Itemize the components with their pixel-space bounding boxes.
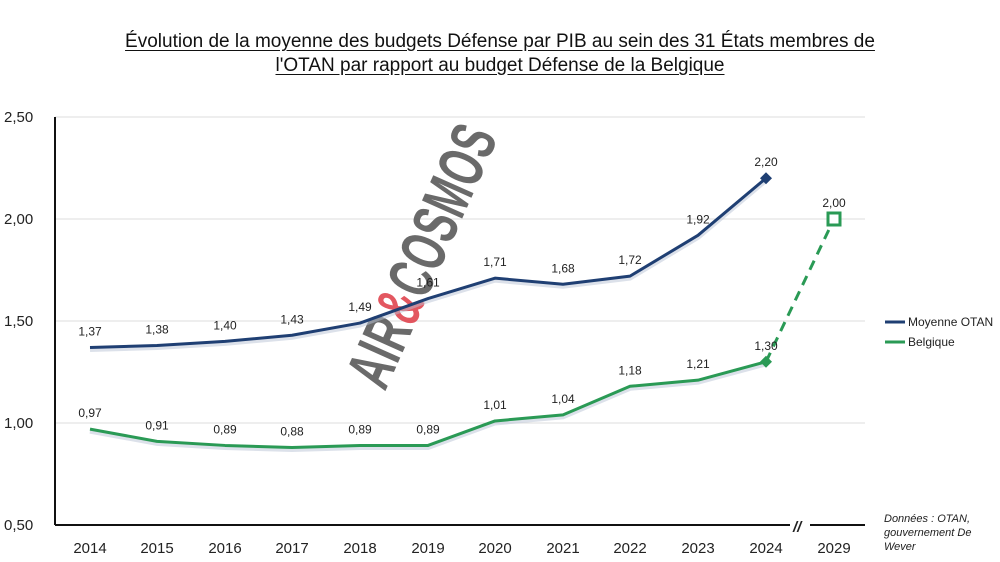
data-label: 1,40 xyxy=(213,318,237,332)
data-label: 0,88 xyxy=(280,424,304,438)
data-label: 0,89 xyxy=(213,422,237,436)
data-label: 1,04 xyxy=(551,392,575,406)
data-label: 1,18 xyxy=(618,363,642,377)
series-line-shadow xyxy=(89,361,767,452)
data-label: 2,20 xyxy=(754,155,778,169)
x-tick-label: 2016 xyxy=(208,540,241,557)
data-label: 1,43 xyxy=(280,312,304,326)
axis-break-mark: // xyxy=(792,519,803,536)
data-label: 1,30 xyxy=(754,339,778,353)
data-label: 0,89 xyxy=(416,422,440,436)
data-label: 1,01 xyxy=(483,398,507,412)
x-tick-label: 2022 xyxy=(613,540,646,557)
chart-title-line2: l'OTAN par rapport au budget Défense de … xyxy=(275,55,725,76)
x-tick-label: 2017 xyxy=(275,540,308,557)
x-tick-label: 2021 xyxy=(546,540,579,557)
data-label: 0,89 xyxy=(348,422,372,436)
series-dashed-projection xyxy=(764,218,836,363)
data-label: 0,97 xyxy=(78,406,102,420)
series-marker-diamond xyxy=(760,172,772,185)
data-label: 1,72 xyxy=(618,253,642,267)
x-tick-label: 2019 xyxy=(411,540,444,557)
data-label: 1,21 xyxy=(686,357,710,371)
legend-label: Moyenne OTAN xyxy=(908,315,993,329)
x-tick-label: 2023 xyxy=(681,540,714,557)
x-tick-label: 2015 xyxy=(140,540,173,557)
data-label: 1,37 xyxy=(78,325,102,339)
x-tick-label: 2018 xyxy=(343,540,376,557)
y-tick-label: 1,50 xyxy=(4,313,33,330)
x-tick-label: 2029 xyxy=(817,540,850,557)
series-line-shadow xyxy=(89,178,768,353)
data-label: 2,00 xyxy=(822,196,846,210)
data-label: 1,61 xyxy=(416,276,440,290)
data-label: 1,49 xyxy=(348,300,372,314)
chart-title-line1: Évolution de la moyenne des budgets Défe… xyxy=(125,31,875,52)
data-label: 0,91 xyxy=(145,418,169,432)
chart-title: Évolution de la moyenne des budgets Défe… xyxy=(60,30,940,78)
data-label: 1,71 xyxy=(483,255,507,269)
series-marker-target xyxy=(826,211,842,227)
series-line-moyenne-otan xyxy=(89,177,767,350)
y-tick-label: 0,50 xyxy=(4,517,33,534)
series-marker-diamond xyxy=(760,355,772,368)
legend-label: Belgique xyxy=(908,335,955,349)
y-tick-label: 1,00 xyxy=(4,415,33,432)
data-source-note: Données : OTAN, gouvernement De Wever xyxy=(884,513,972,553)
series-line-belgique xyxy=(89,360,767,449)
x-tick-label: 2020 xyxy=(478,540,511,557)
x-tick-label: 2014 xyxy=(73,540,106,557)
y-tick-label: 2,00 xyxy=(4,211,33,228)
data-label: 1,92 xyxy=(686,212,710,226)
x-tick-label: 2024 xyxy=(749,540,782,557)
data-label: 1,68 xyxy=(551,261,575,275)
y-tick-label: 2,50 xyxy=(4,109,33,126)
data-label: 1,38 xyxy=(145,322,169,336)
